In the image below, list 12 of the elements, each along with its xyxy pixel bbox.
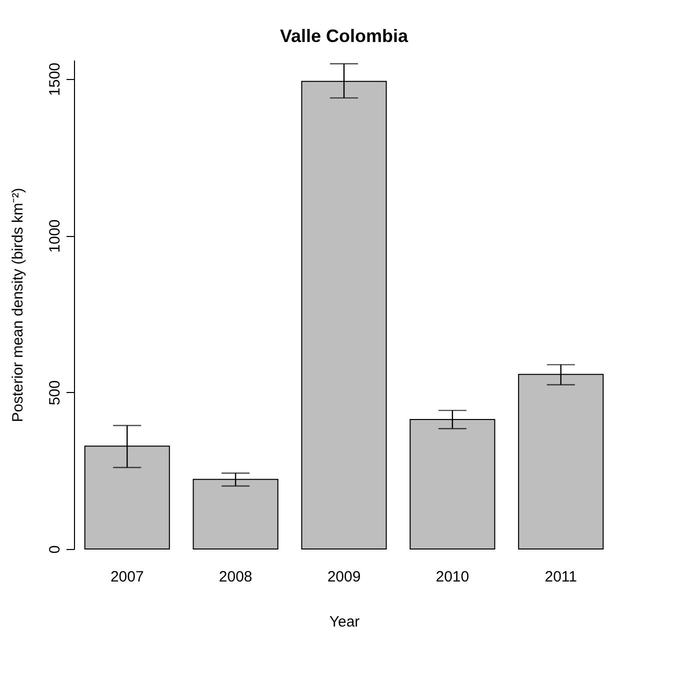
chart-title: Valle Colombia (280, 26, 410, 46)
x-tick-label: 2008 (218, 568, 252, 586)
x-axis-title: Year (329, 614, 360, 630)
x-tick-label: 2009 (327, 568, 361, 586)
x-tick-label: 2011 (544, 568, 577, 586)
y-axis-title: Posterior mean density (birds km⁻²) (10, 188, 26, 422)
x-tick-label: 2010 (436, 568, 470, 586)
y-tick-label: 500 (46, 380, 64, 406)
y-tick-label: 1500 (46, 62, 64, 96)
y-tick-label: 0 (46, 545, 64, 554)
x-tick-label: 2007 (110, 568, 144, 586)
y-tick-label: 1000 (46, 219, 64, 253)
